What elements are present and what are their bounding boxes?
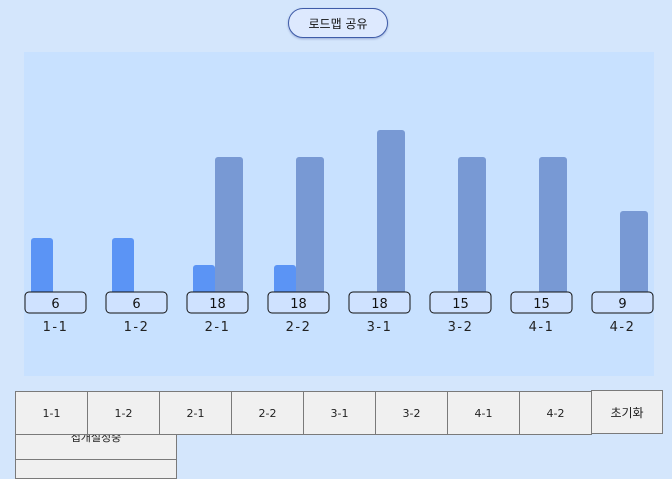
bar-secondary-2-1 bbox=[215, 157, 243, 295]
bar-secondary-4-2 bbox=[620, 211, 648, 295]
value-box-2-1 bbox=[186, 291, 249, 314]
bar-secondary-4-1 bbox=[539, 157, 567, 295]
overlapped-panel-label: 접개설정중 bbox=[70, 434, 122, 444]
value-box-1-2 bbox=[105, 291, 168, 314]
reset-button[interactable]: 초기화 bbox=[591, 390, 663, 434]
nav-button-2-2[interactable]: 2-2 bbox=[231, 391, 304, 435]
bar-secondary-3-2 bbox=[458, 157, 486, 295]
value-label-1-1: 6 bbox=[51, 297, 59, 312]
value-label-1-2: 6 bbox=[132, 297, 140, 312]
value-box-4-2 bbox=[591, 291, 654, 314]
value-box-2-2 bbox=[267, 291, 330, 314]
overlapped-panel-button-2[interactable] bbox=[15, 459, 177, 479]
bar-secondary-2-2 bbox=[296, 157, 324, 295]
bar-secondary-3-1 bbox=[377, 130, 405, 295]
value-label-3-1: 18 bbox=[371, 297, 388, 312]
category-label-3-1: 3-1 bbox=[367, 320, 393, 335]
nav-button-3-1[interactable]: 3-1 bbox=[303, 391, 376, 435]
value-box-3-2 bbox=[429, 291, 492, 314]
category-label-3-2: 3-2 bbox=[448, 320, 474, 335]
category-label-4-2: 4-2 bbox=[610, 320, 636, 335]
value-box-1-1 bbox=[24, 291, 87, 314]
value-label-2-1: 18 bbox=[209, 297, 226, 312]
nav-button-1-2[interactable]: 1-2 bbox=[87, 391, 160, 435]
bar-primary-2-1 bbox=[193, 265, 215, 295]
bar-primary-1-2 bbox=[112, 238, 134, 295]
category-label-4-1: 4-1 bbox=[529, 320, 555, 335]
category-label-2-1: 2-1 bbox=[205, 320, 231, 335]
roadmap-chart: 6 1-1 6 1-2 18 2-1 18 2-2 18 3-1 15 3-2 15 4-1 9 4-2 bbox=[24, 52, 654, 376]
nav-button-3-2[interactable]: 3-2 bbox=[375, 391, 448, 435]
roadmap-chart-svg: 6 1-1 6 1-2 18 2-1 18 2-2 18 3-1 15 3-2 15 4-1 9 4-2 bbox=[24, 130, 654, 335]
category-label-2-2: 2-2 bbox=[286, 320, 312, 335]
value-label-3-2: 15 bbox=[452, 297, 469, 312]
value-box-3-1 bbox=[348, 291, 411, 314]
nav-button-2-1[interactable]: 2-1 bbox=[159, 391, 232, 435]
value-label-4-2: 9 bbox=[618, 297, 626, 312]
overlapped-panel-button[interactable]: 접개설정중 bbox=[15, 434, 177, 460]
value-label-2-2: 18 bbox=[290, 297, 307, 312]
bar-primary-2-2 bbox=[274, 265, 296, 295]
nav-button-1-1[interactable]: 1-1 bbox=[15, 391, 88, 435]
nav-button-4-2[interactable]: 4-2 bbox=[519, 391, 592, 435]
category-label-1-1: 1-1 bbox=[43, 320, 69, 335]
category-label-1-2: 1-2 bbox=[124, 320, 150, 335]
value-label-4-1: 15 bbox=[533, 297, 550, 312]
value-box-4-1 bbox=[510, 291, 573, 314]
nav-button-4-1[interactable]: 4-1 bbox=[447, 391, 520, 435]
bar-primary-1-1 bbox=[31, 238, 53, 295]
share-roadmap-button[interactable]: 로드맵 공유 bbox=[288, 8, 388, 38]
